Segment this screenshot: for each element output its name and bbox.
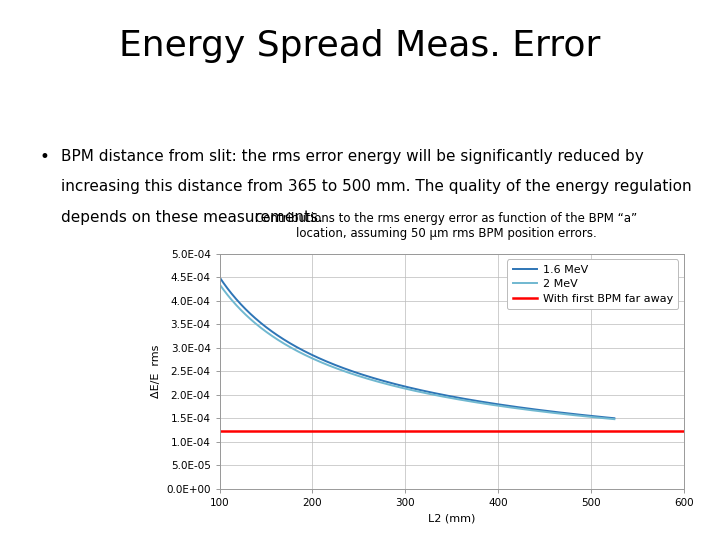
- Text: Energy Spread Meas. Error: Energy Spread Meas. Error: [120, 29, 600, 63]
- 2 MeV: [215, 281, 224, 288]
- 1.6 MeV: [539, 407, 547, 414]
- 2 MeV: [429, 392, 438, 398]
- Text: •: •: [40, 148, 50, 166]
- 1.6 MeV: [610, 415, 618, 422]
- Y-axis label: ΔE/E  rms: ΔE/E rms: [150, 345, 161, 398]
- Text: increasing this distance from 365 to 500 mm. The quality of the energy regulatio: increasing this distance from 365 to 500…: [61, 179, 692, 194]
- 1.6 MeV: [405, 384, 414, 391]
- 2 MeV: [600, 415, 609, 422]
- 2 MeV: [405, 386, 414, 393]
- 1.6 MeV: [429, 389, 438, 396]
- 2 MeV: [539, 408, 547, 415]
- Legend: 1.6 MeV, 2 MeV, With first BPM far away: 1.6 MeV, 2 MeV, With first BPM far away: [507, 259, 678, 309]
- 2 MeV: [610, 416, 618, 422]
- 2 MeV: [402, 386, 411, 392]
- Line: 2 MeV: 2 MeV: [220, 285, 614, 419]
- X-axis label: L2 (mm): L2 (mm): [428, 514, 475, 523]
- Text: BPM distance from slit: the rms error energy will be significantly reduced by: BPM distance from slit: the rms error en…: [61, 148, 644, 164]
- 1.6 MeV: [402, 384, 411, 390]
- Text: Contributions to the rms energy error as function of the BPM “a”
location, assum: Contributions to the rms energy error as…: [256, 212, 637, 240]
- 1.6 MeV: [215, 274, 224, 281]
- 2 MeV: [450, 395, 459, 402]
- 1.6 MeV: [450, 394, 459, 400]
- Text: depends on these measurements.: depends on these measurements.: [61, 210, 323, 225]
- Line: 1.6 MeV: 1.6 MeV: [220, 278, 614, 418]
- 1.6 MeV: [600, 414, 609, 421]
